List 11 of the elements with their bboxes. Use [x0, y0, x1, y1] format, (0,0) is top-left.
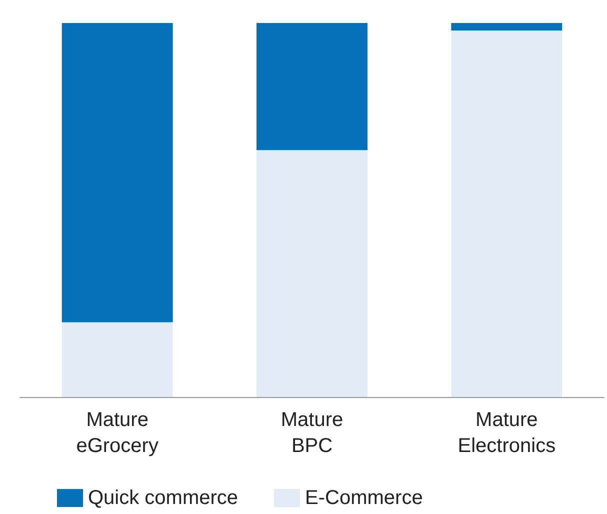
- x-tick-label: Mature BPC: [280, 409, 344, 457]
- bar: [451, 30, 562, 397]
- bar: [256, 23, 368, 150]
- bar: [62, 23, 173, 322]
- legend-label: Quick commerce: [88, 487, 238, 509]
- x-tick-label: Mature Electronics: [458, 409, 556, 457]
- bar: [62, 322, 173, 397]
- x-tick-label: Mature eGrocery: [76, 409, 158, 457]
- legend-label: E-Commerce: [305, 487, 423, 509]
- bar: [256, 150, 368, 397]
- bar: [451, 23, 562, 30]
